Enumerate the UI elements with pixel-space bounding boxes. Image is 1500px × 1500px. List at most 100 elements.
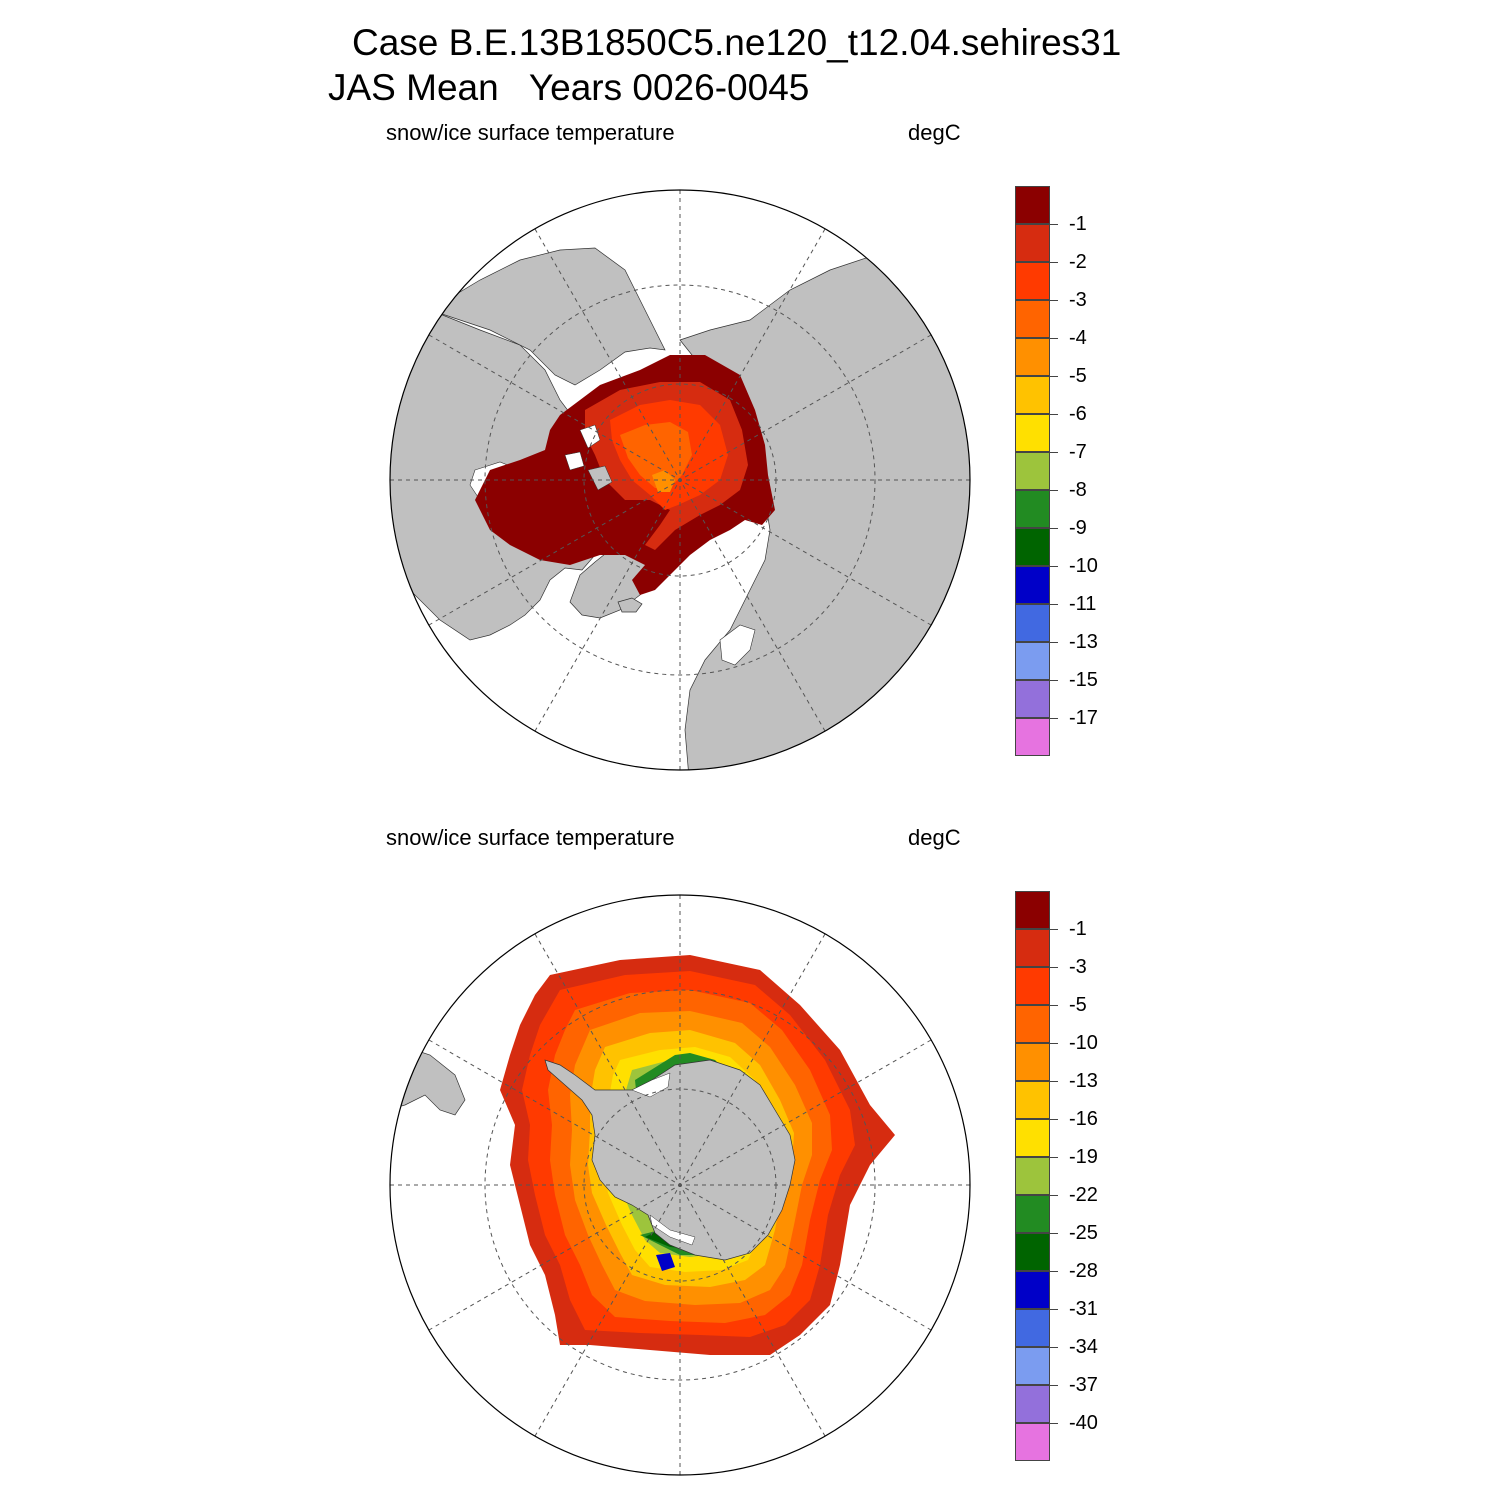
nh-colorbar-swatch bbox=[1015, 642, 1050, 680]
sh-colorbar-label: -34 bbox=[1069, 1336, 1098, 1358]
sh-colorbar-tick bbox=[1050, 1119, 1058, 1120]
sh-colorbar-swatch bbox=[1015, 1119, 1050, 1157]
nh-colorbar-tick bbox=[1050, 490, 1058, 491]
nh-graticule bbox=[390, 190, 970, 770]
sh-colorbar-swatch bbox=[1015, 1195, 1050, 1233]
sh-colorbar-label: -28 bbox=[1069, 1260, 1098, 1282]
nh-colorbar-label: -2 bbox=[1069, 251, 1087, 273]
nh-colorbar-swatch bbox=[1015, 604, 1050, 642]
sh-colorbar-tick bbox=[1050, 1385, 1058, 1386]
sh-colorbar-label: -40 bbox=[1069, 1412, 1098, 1434]
nh-colorbar-label: -11 bbox=[1069, 593, 1097, 615]
sh-right-string: degC bbox=[908, 825, 961, 850]
sh-colorbar-label: -3 bbox=[1069, 956, 1087, 978]
nh-colorbar-tick bbox=[1050, 414, 1058, 415]
nh-colorbar-tick bbox=[1050, 300, 1058, 301]
nh-land-iceland bbox=[617, 597, 643, 613]
nh-colorbar-label: -13 bbox=[1069, 631, 1098, 653]
nh-colorbar-swatch bbox=[1015, 376, 1050, 414]
nh-colorbar-swatch bbox=[1015, 566, 1050, 604]
nh-sea-ice-field bbox=[475, 355, 775, 595]
sh-colorbar-swatch bbox=[1015, 929, 1050, 967]
sh-land-antarctica bbox=[544, 1059, 796, 1261]
sh-colorbar-swatch bbox=[1015, 967, 1050, 1005]
nh-colorbar-label: -10 bbox=[1069, 555, 1098, 577]
nh-colorbar-label: -1 bbox=[1069, 213, 1087, 235]
sh-colorbar-tick bbox=[1050, 967, 1058, 968]
nh-colorbar-swatch bbox=[1015, 338, 1050, 376]
sh-colorbar-tick bbox=[1050, 1043, 1058, 1044]
sh-colorbar-swatch bbox=[1015, 1271, 1050, 1309]
nh-colorbar-label: -15 bbox=[1069, 669, 1098, 691]
nh-colorbar-swatch bbox=[1015, 224, 1050, 262]
nh-colorbar-label: -7 bbox=[1069, 441, 1087, 463]
nh-colorbar-swatch bbox=[1015, 186, 1050, 224]
nh-colorbar-label: -9 bbox=[1069, 517, 1087, 539]
nh-colorbar-tick bbox=[1050, 376, 1058, 377]
sh-colorbar-tick bbox=[1050, 1233, 1058, 1234]
sh-colorbar-tick bbox=[1050, 929, 1058, 930]
nh-colorbar-tick bbox=[1050, 224, 1058, 225]
sh-colorbar-swatch bbox=[1015, 1005, 1050, 1043]
sh-colorbar-swatch bbox=[1015, 1081, 1050, 1119]
nh-colorbar-tick bbox=[1050, 262, 1058, 263]
nh-colorbar-tick bbox=[1050, 718, 1058, 719]
nh-right-string: degC bbox=[908, 120, 961, 145]
sh-colorbar-swatch bbox=[1015, 1347, 1050, 1385]
sh-colorbar-label: -5 bbox=[1069, 994, 1087, 1016]
nh-colorbar-swatch bbox=[1015, 452, 1050, 490]
sh-colorbar-swatch bbox=[1015, 1157, 1050, 1195]
figure-title-case: Case B.E.13B1850C5.ne120_t12.04.sehires3… bbox=[352, 22, 1122, 63]
figure-title-period: JAS Mean Years 0026-0045 bbox=[328, 67, 810, 108]
nh-colorbar-label: -17 bbox=[1069, 707, 1098, 729]
nh-colorbar-swatch bbox=[1015, 528, 1050, 566]
sh-left-string: snow/ice surface temperature bbox=[386, 825, 675, 850]
sh-colorbar-swatch bbox=[1015, 891, 1050, 929]
nh-colorbar-swatch bbox=[1015, 490, 1050, 528]
sh-colorbar-label: -25 bbox=[1069, 1222, 1098, 1244]
nh-colorbar-label: -6 bbox=[1069, 403, 1087, 425]
sh-colorbar-label: -31 bbox=[1069, 1298, 1098, 1320]
nh-colorbar-label: -4 bbox=[1069, 327, 1087, 349]
nh-colorbar-tick bbox=[1050, 680, 1058, 681]
sh-colorbar-tick bbox=[1050, 1271, 1058, 1272]
nh-colorbar-label: -3 bbox=[1069, 289, 1087, 311]
sh-colorbar-label: -22 bbox=[1069, 1184, 1098, 1206]
sh-colorbar-tick bbox=[1050, 1309, 1058, 1310]
nh-colorbar-swatch bbox=[1015, 414, 1050, 452]
sh-colorbar-swatch bbox=[1015, 1385, 1050, 1423]
nh-colorbar-tick bbox=[1050, 528, 1058, 529]
sh-colorbar-tick bbox=[1050, 1081, 1058, 1082]
sh-colorbar-swatch bbox=[1015, 1423, 1050, 1461]
nh-colorbar-label: -5 bbox=[1069, 365, 1087, 387]
nh-ice-minus4 bbox=[620, 422, 692, 488]
nh-colorbar-tick bbox=[1050, 452, 1058, 453]
sh-colorbar-swatch bbox=[1015, 1233, 1050, 1271]
nh-colorbar-swatch bbox=[1015, 718, 1050, 756]
nh-left-string: snow/ice surface temperature bbox=[386, 120, 675, 145]
nh-colorbar-swatch bbox=[1015, 262, 1050, 300]
sh-colorbar-tick bbox=[1050, 1005, 1058, 1006]
sh-colorbar-tick bbox=[1050, 1347, 1058, 1348]
sh-colorbar-tick bbox=[1050, 1423, 1058, 1424]
sh-colorbar-swatch bbox=[1015, 1043, 1050, 1081]
sh-colorbar-label: -1 bbox=[1069, 918, 1087, 940]
arctic-polar-map bbox=[389, 189, 971, 771]
nh-map-border bbox=[389, 189, 971, 771]
sh-colorbar-swatch bbox=[1015, 1309, 1050, 1347]
antarctic-polar-map bbox=[389, 894, 971, 1476]
sh-colorbar-tick bbox=[1050, 1157, 1058, 1158]
nh-colorbar-tick bbox=[1050, 604, 1058, 605]
sh-graticule bbox=[390, 895, 970, 1475]
nh-colorbar-tick bbox=[1050, 338, 1058, 339]
sh-colorbar-label: -19 bbox=[1069, 1146, 1098, 1168]
nh-colorbar-label: -8 bbox=[1069, 479, 1087, 501]
sh-map-border bbox=[389, 894, 971, 1476]
nh-colorbar-swatch bbox=[1015, 300, 1050, 338]
sh-colorbar-label: -16 bbox=[1069, 1108, 1098, 1130]
nh-colorbar-tick bbox=[1050, 566, 1058, 567]
nh-colorbar-swatch bbox=[1015, 680, 1050, 718]
sh-colorbar-label: -13 bbox=[1069, 1070, 1098, 1092]
nh-ice-minus5 bbox=[652, 470, 675, 492]
sh-colorbar-label: -10 bbox=[1069, 1032, 1098, 1054]
